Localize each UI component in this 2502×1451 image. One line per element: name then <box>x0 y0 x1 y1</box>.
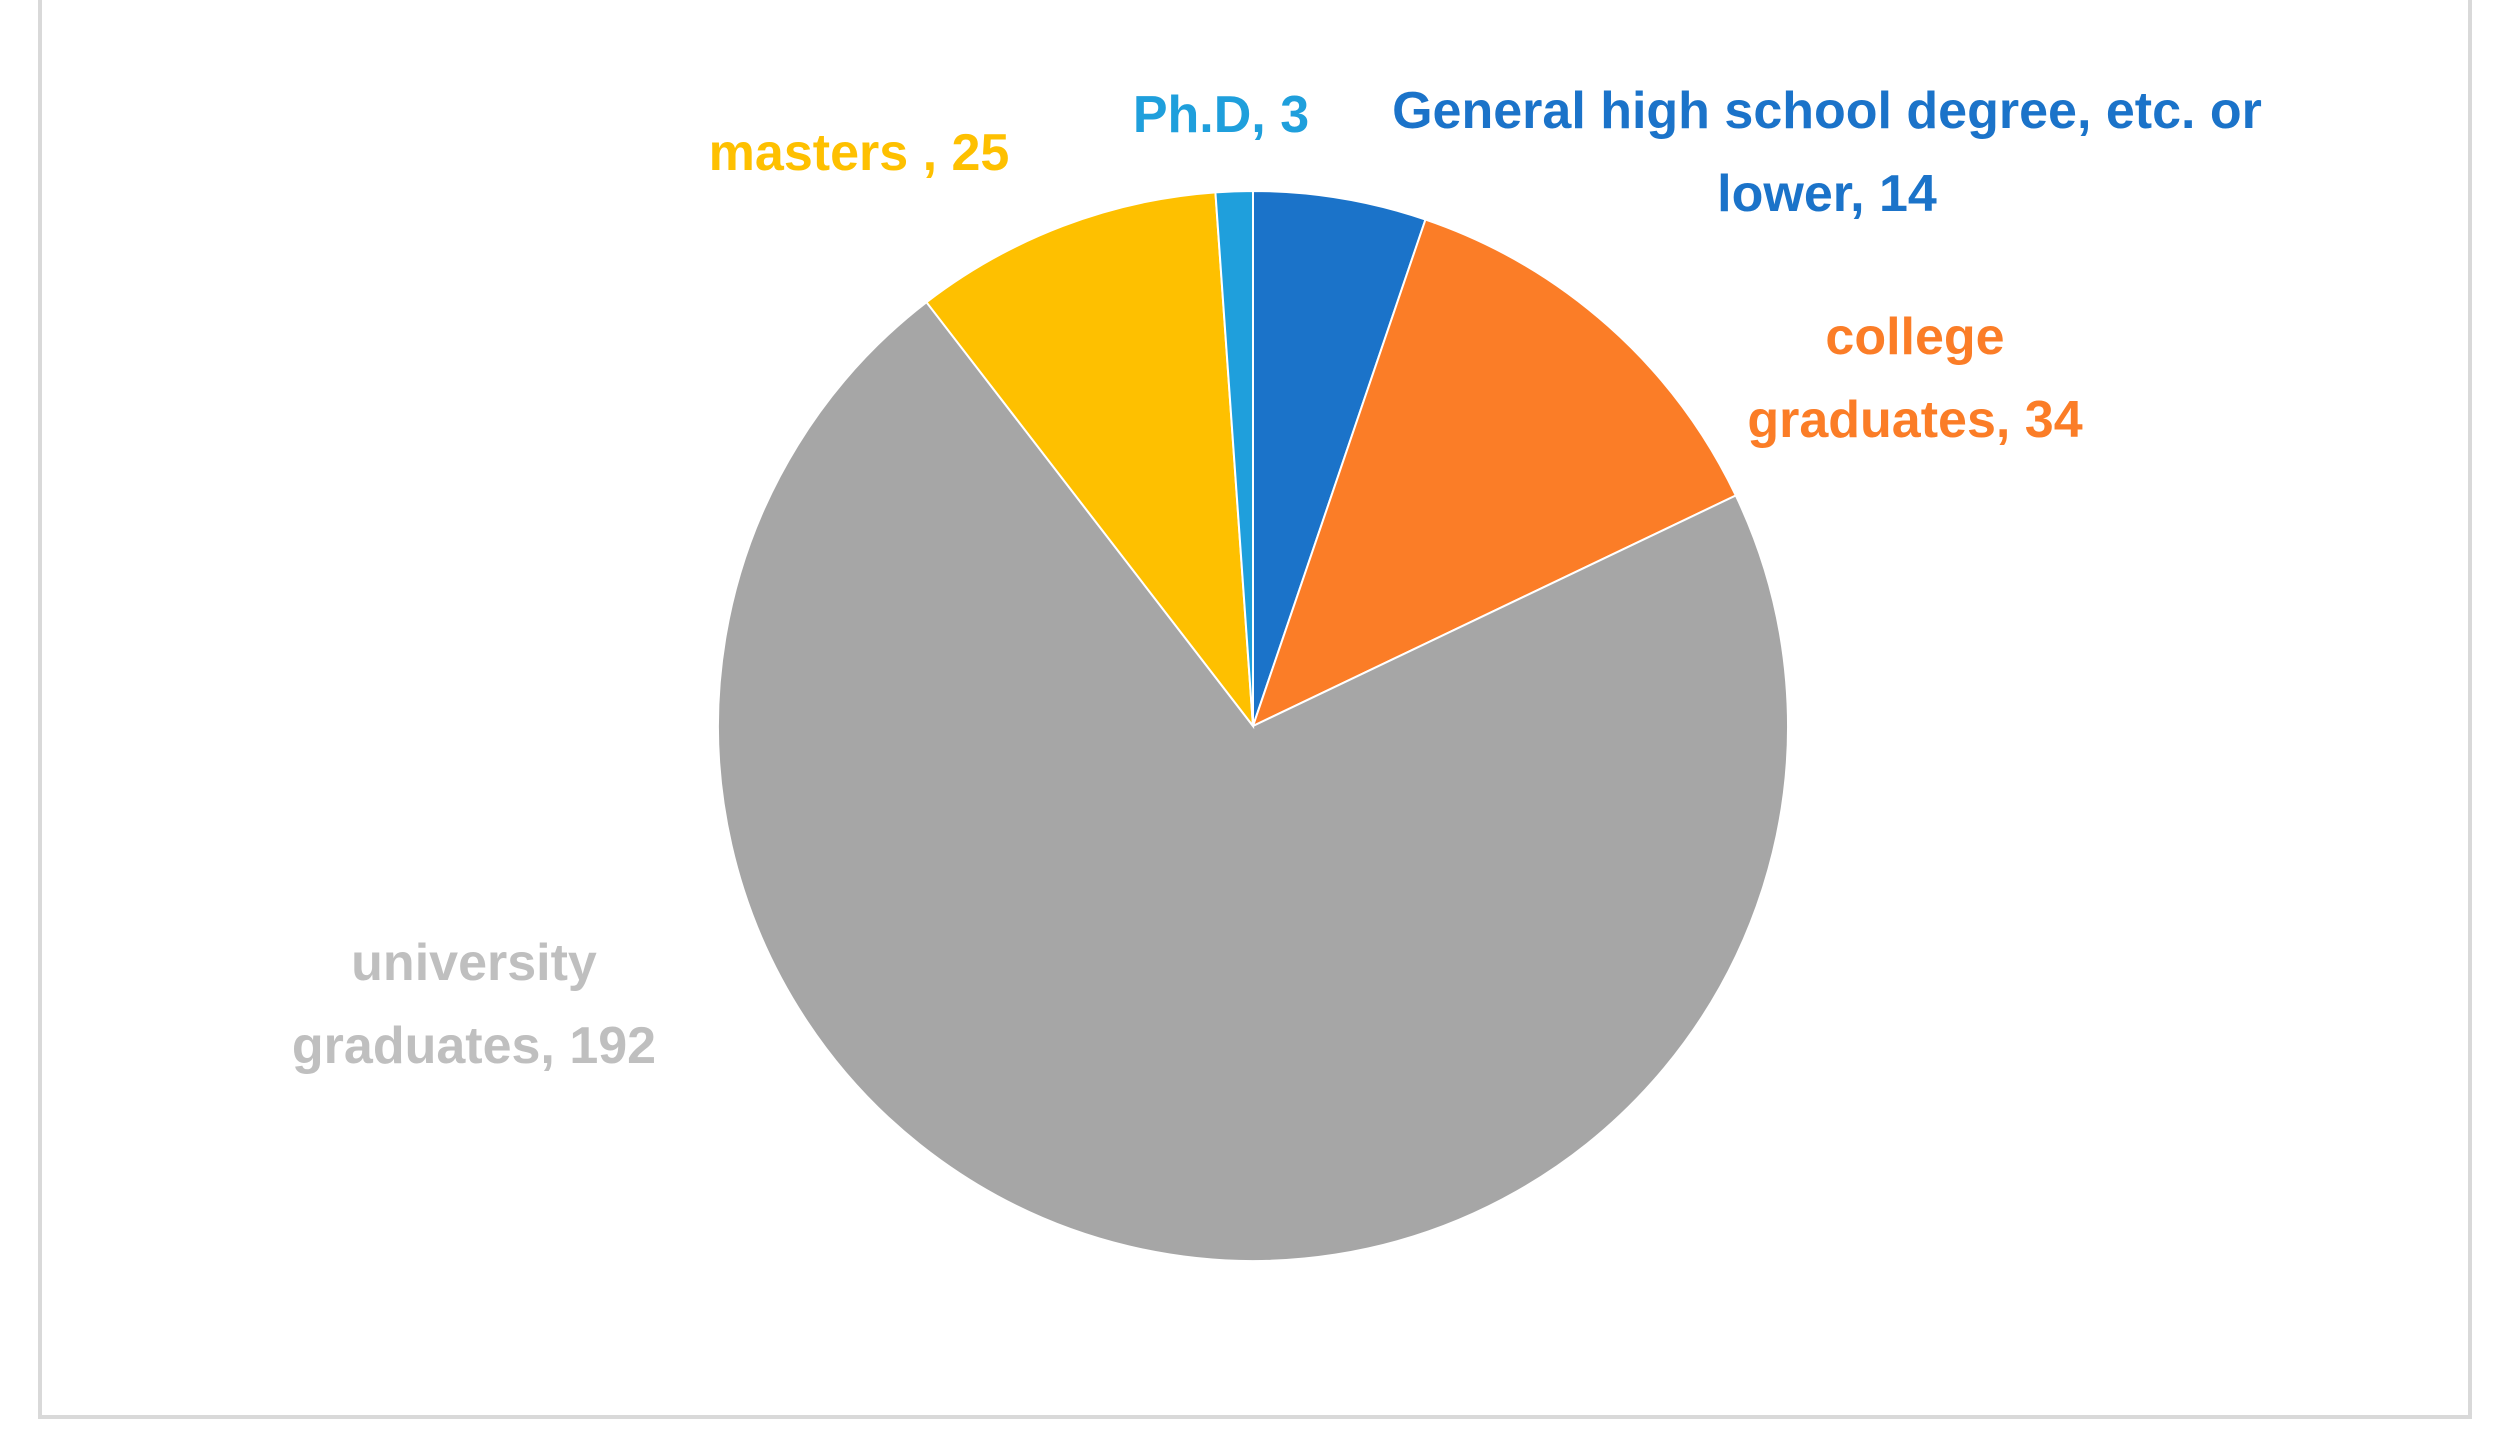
pie-slice <box>717 300 1789 1263</box>
data-label: college graduates, 34 <box>1747 308 2083 450</box>
pie-slice <box>1252 189 1427 727</box>
data-label: Ph.D, 3 <box>1132 86 1310 144</box>
data-label: General high school degree, etc. or lowe… <box>1392 82 2262 224</box>
pie-slice <box>925 191 1255 730</box>
data-label: university graduates, 192 <box>291 934 657 1076</box>
chart-frame <box>38 0 2472 1419</box>
pie-slice <box>1214 189 1254 727</box>
data-label: masters , 25 <box>708 124 1010 182</box>
pie-slice <box>1251 218 1738 728</box>
